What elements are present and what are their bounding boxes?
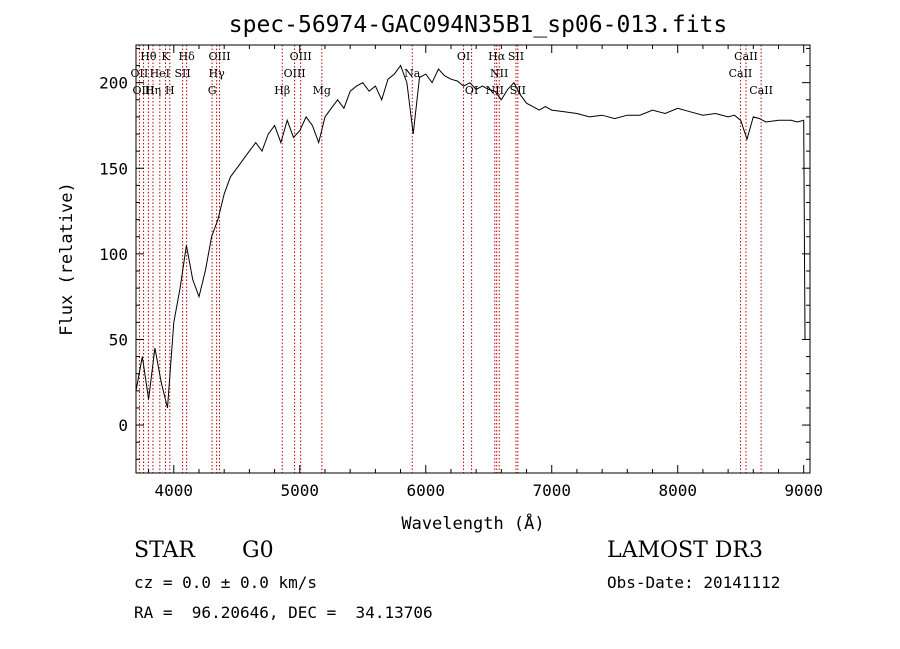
survey-name: LAMOST DR3 [607,538,763,563]
x-tick-label: 4000 [155,481,194,500]
line-label: Hβ [274,84,290,97]
observation-date: Obs-Date: 20141112 [607,573,781,592]
y-axis-label: Flux (relative) [57,182,77,336]
line-label: HeI [150,67,170,80]
line-label: SII [174,67,190,80]
x-tick-label: 5000 [281,481,320,500]
axis-ticks: 4000 5000 6000 7000 8000 9000 0 50 100 150 200 [99,45,823,500]
line-label: Hα [488,50,506,63]
redshift-readout: cz = 0.0 ± 0.0 km/s [134,573,318,592]
y-tick-label: 0 [118,416,128,435]
line-label: NII [486,84,504,97]
line-label: SII [508,50,524,63]
y-tick-label: 50 [109,330,128,349]
line-label: Hθ [140,50,157,63]
line-label: OIII [208,50,230,63]
line-label: OIII [133,84,155,97]
line-label: H [165,84,175,97]
line-label: Mg [313,84,331,97]
line-label: CaII [729,67,753,80]
line-label: OI [457,50,470,63]
line-label: NII [490,67,508,80]
y-tick-label: 100 [99,245,128,264]
line-label: K [161,50,170,63]
line-label: G [208,84,217,97]
x-tick-label: 7000 [532,481,571,500]
line-label: Na [404,67,421,80]
line-label: OII [131,67,149,80]
line-label: OIII [290,50,312,63]
line-label: OI [465,84,478,97]
line-label: Hδ [179,50,196,63]
chart-title: spec-56974-GAC094N35B1_sp06-013.fits [229,12,728,38]
x-tick-label: 6000 [406,481,445,500]
spectrum-line [135,64,806,409]
line-label: Hγ [209,67,226,80]
y-tick-label: 200 [99,74,128,93]
emission-line-markers [138,45,762,473]
line-label: CaII [734,50,758,63]
plot-frame [135,44,811,474]
object-subclass: G0 [242,538,274,563]
coordinates-readout: RA = 96.20646, DEC = 34.13706 [134,603,433,622]
line-label: OIII [284,67,306,80]
x-axis-label: Wavelength (Å) [401,512,544,534]
line-label: CaII [749,84,773,97]
x-tick-label: 9000 [784,481,823,500]
line-label: SII [510,84,526,97]
object-class: STAR [134,538,195,563]
x-tick-label: 8000 [658,481,697,500]
y-tick-label: 150 [99,159,128,178]
line-label: Hη [145,84,161,97]
